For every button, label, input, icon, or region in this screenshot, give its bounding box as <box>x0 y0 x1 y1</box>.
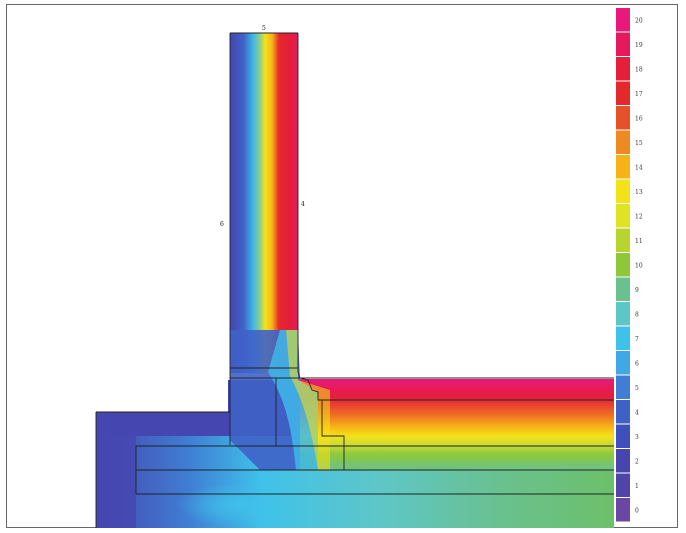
legend-swatch-0 <box>616 498 630 522</box>
legend-label-11: 11 <box>635 238 643 245</box>
legend-swatch-11 <box>616 228 630 252</box>
legend-label-5: 5 <box>635 385 639 392</box>
legend-swatch-18 <box>616 57 630 81</box>
legend-label-10: 10 <box>635 262 643 269</box>
legend-label-6: 6 <box>635 360 639 367</box>
legend-label-9: 9 <box>635 287 639 294</box>
legend-swatch-6 <box>616 351 630 375</box>
floor-slab <box>300 379 614 471</box>
legend-label-17: 17 <box>635 91 643 98</box>
legend-label-19: 19 <box>635 42 643 49</box>
legend-swatch-12 <box>616 204 630 228</box>
legend-swatch-1 <box>616 473 630 497</box>
legend-swatch-10 <box>616 253 630 277</box>
legend-label-16: 16 <box>635 115 643 122</box>
legend-swatch-20 <box>616 8 630 32</box>
legend-label-8: 8 <box>635 311 639 318</box>
legend-label-14: 14 <box>635 164 643 171</box>
legend-label-4: 4 <box>635 409 639 416</box>
cold-spot <box>176 483 296 527</box>
dimension-label-top: 5 <box>262 25 266 32</box>
dimension-label-left: 6 <box>220 221 224 228</box>
legend-label-18: 18 <box>635 66 643 73</box>
junction-warm <box>268 330 318 470</box>
legend-swatch-7 <box>616 326 630 350</box>
legend-swatch-4 <box>616 400 630 424</box>
legend-swatch-15 <box>616 130 630 154</box>
base-left-block <box>96 412 136 528</box>
legend-swatch-5 <box>616 375 630 399</box>
legend-label-2: 2 <box>635 458 639 465</box>
legend-swatch-19 <box>616 32 630 56</box>
junction-heat <box>286 330 330 470</box>
legend-label-20: 20 <box>635 17 643 24</box>
legend-label-1: 1 <box>635 483 639 490</box>
legend-swatch-14 <box>616 155 630 179</box>
legend-label-0: 0 <box>635 507 639 514</box>
section-outlines <box>95 32 614 528</box>
wall <box>230 33 298 373</box>
legend-swatch-3 <box>616 424 630 448</box>
legend-swatch-13 <box>616 179 630 203</box>
legend-swatch-16 <box>616 106 630 130</box>
dimension-label-right: 4 <box>301 201 305 208</box>
legend-swatch-9 <box>616 277 630 301</box>
legend-label-7: 7 <box>635 336 639 343</box>
legend-swatch-17 <box>616 81 630 105</box>
legend-label-13: 13 <box>635 189 643 196</box>
legend-swatch-2 <box>616 449 630 473</box>
legend-label-12: 12 <box>635 213 643 220</box>
legend-swatch-8 <box>616 302 630 326</box>
legend-label-15: 15 <box>635 140 643 147</box>
legend-label-3: 3 <box>635 434 639 441</box>
